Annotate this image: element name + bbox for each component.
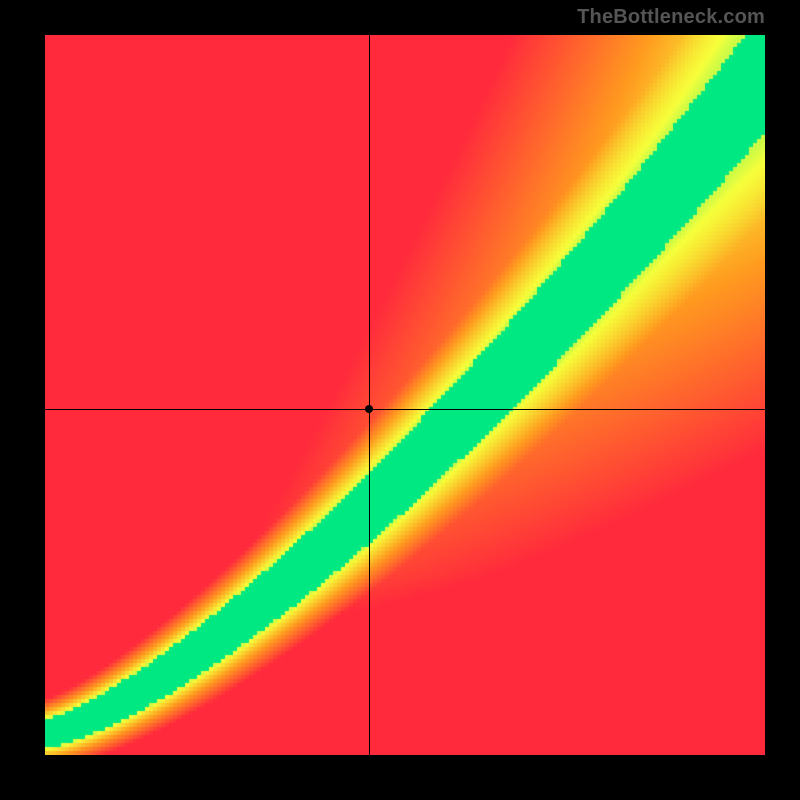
crosshair-vertical <box>369 35 370 755</box>
plot-area <box>45 35 765 755</box>
heatmap-canvas <box>45 35 765 755</box>
crosshair-horizontal <box>45 409 765 410</box>
crosshair-marker <box>365 405 373 413</box>
chart-frame: TheBottleneck.com <box>0 0 800 800</box>
watermark-text: TheBottleneck.com <box>577 6 765 29</box>
